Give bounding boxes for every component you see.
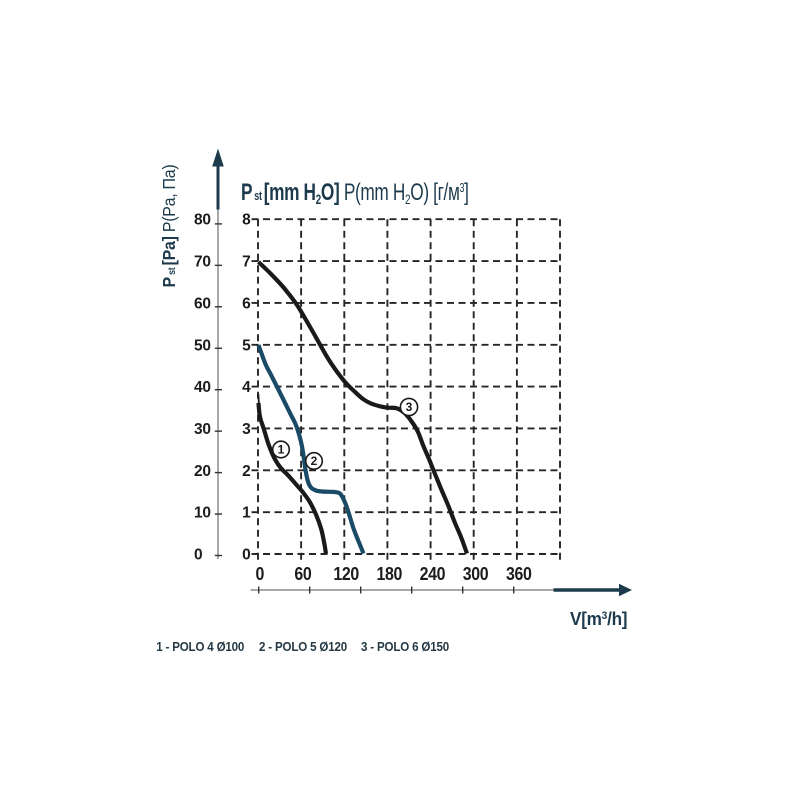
svg-text:60: 60 [194,295,211,312]
svg-text:V[m3/h]: V[m3/h] [570,608,627,629]
svg-text:30: 30 [194,421,211,438]
svg-text:80: 80 [194,212,211,229]
svg-text:60: 60 [294,563,311,584]
svg-text:120: 120 [333,563,359,584]
svg-text:2: 2 [311,454,318,468]
svg-text:7: 7 [242,254,250,271]
svg-text:2: 2 [242,463,250,480]
svg-text:10: 10 [194,505,211,522]
svg-text:1 - POLO 4 Ø100: 1 - POLO 4 Ø100 [156,639,244,654]
svg-text:3: 3 [406,400,413,414]
svg-text:20: 20 [194,463,211,480]
svg-text:0: 0 [194,547,202,564]
svg-text:0: 0 [256,563,265,584]
svg-text:300: 300 [463,563,489,584]
svg-text:180: 180 [376,563,402,584]
svg-text:8: 8 [242,212,251,229]
svg-text:3 - POLO 6 Ø150: 3 - POLO 6 Ø150 [361,639,449,654]
svg-text:3: 3 [242,421,251,438]
svg-text:4: 4 [242,379,251,396]
svg-text:40: 40 [194,379,211,396]
svg-text:50: 50 [194,337,211,354]
svg-text:0: 0 [242,547,250,564]
svg-text:1: 1 [242,505,251,522]
svg-text:P st [Pa] P(Pa, Па): P st [Pa] P(Pa, Па) [159,165,179,288]
svg-text:240: 240 [420,563,446,584]
svg-text:5: 5 [242,337,251,354]
svg-text:2 - POLO 5 Ø120: 2 - POLO 5 Ø120 [259,639,347,654]
svg-text:360: 360 [506,563,532,584]
svg-text:70: 70 [194,254,211,271]
svg-text:6: 6 [242,295,251,312]
svg-text:1: 1 [278,443,285,457]
svg-text:P st [mm H2O] P(mm H2O) [г/м3]: P st [mm H2O] P(mm H2O) [г/м3] [241,179,469,207]
